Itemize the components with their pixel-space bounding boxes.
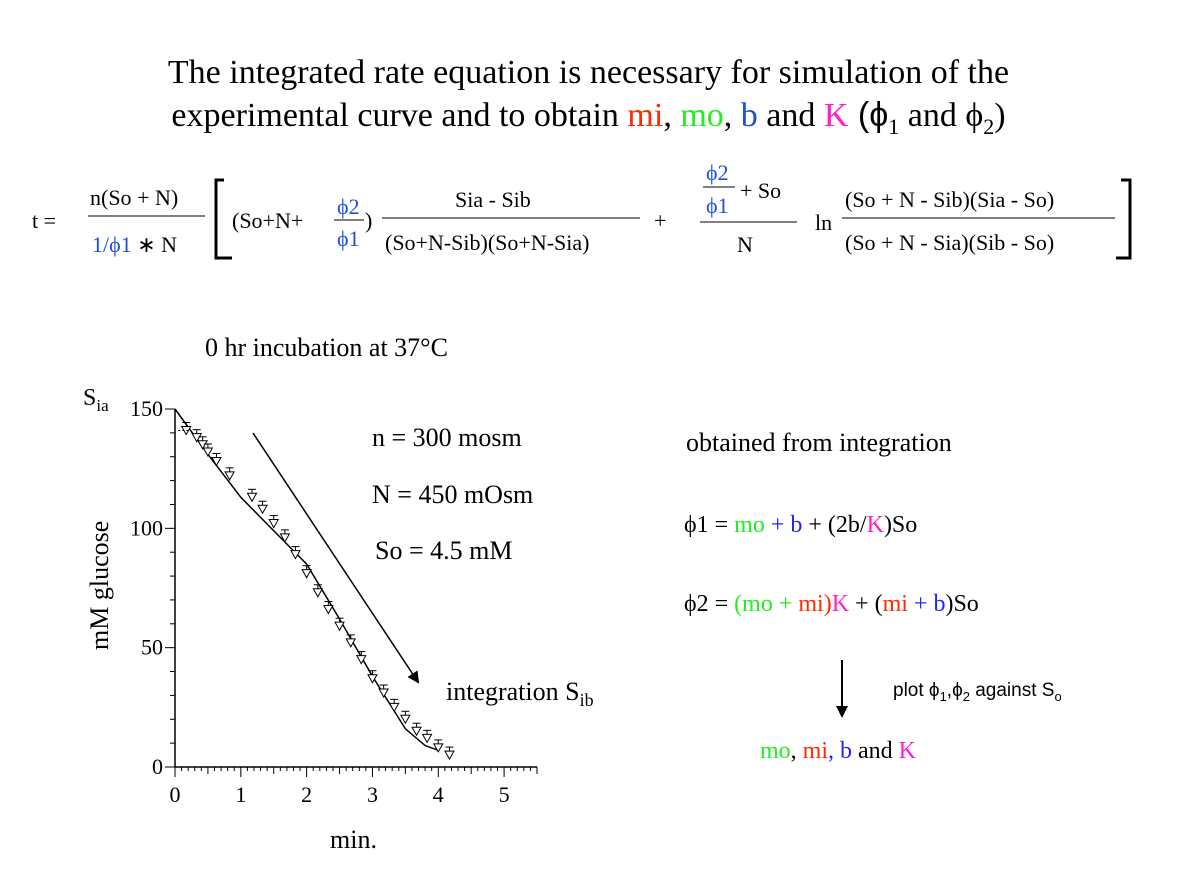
y-tick-label: 0: [152, 754, 163, 779]
data-point: [334, 621, 345, 632]
eq-frac1-den: 1/ϕ1 ∗ N: [92, 232, 177, 257]
data-point: [202, 447, 214, 457]
x-tick-label: 0: [170, 782, 181, 807]
data-point: [224, 471, 235, 481]
y-tick-label: 150: [130, 396, 163, 421]
obtained-label: obtained from integration: [686, 428, 952, 457]
eq-phi1-a: ϕ1: [337, 226, 360, 251]
fit-line: [174, 408, 439, 751]
eq-left-bracket: [214, 178, 232, 260]
x-tick-label: 4: [433, 782, 444, 807]
eq-term1-a: (So+N+: [232, 208, 303, 233]
data-point: [432, 743, 444, 753]
data-point: [355, 655, 367, 665]
incubation-label: 0 hr incubation at 37°C: [205, 333, 448, 362]
data-point: [180, 425, 192, 436]
eq-right-bracket: [1116, 178, 1132, 260]
data-point: [191, 433, 203, 443]
y-corner-label: Sia: [83, 385, 109, 415]
eq-ln: ln: [815, 210, 832, 235]
y-tick-label: 50: [141, 635, 163, 660]
integration-label: integration Sib: [446, 677, 594, 710]
y-tick-label: 100: [130, 515, 163, 540]
eq-frac2-den: (So+N-Sib)(So+N-Sia): [385, 230, 589, 255]
title-line-2: experimental curve and to obtain mi, mo,…: [171, 96, 1006, 139]
y-axis-label: mM glucose: [85, 521, 114, 650]
data-point: [197, 440, 208, 450]
eq-frac3-num-b: + So: [740, 178, 781, 203]
data-point: [290, 550, 301, 560]
data-point: [312, 588, 324, 598]
param-N: N = 450 mOsm: [372, 480, 533, 509]
eq-frac2-num: Sia - Sib: [455, 187, 531, 212]
data-point: [345, 638, 357, 648]
plot-instruction: plot ϕ1,ϕ2 against So: [893, 680, 1062, 704]
data-point: [400, 714, 411, 725]
eq-phi2-a: ϕ2: [337, 194, 360, 219]
eq-plus: +: [654, 208, 666, 233]
data-point: [246, 492, 258, 503]
data-point: [444, 750, 455, 761]
param-So: So = 4.5 mM: [375, 536, 512, 565]
x-tick-label: 3: [367, 782, 378, 807]
integration-arrow: [252, 432, 420, 684]
data-point: [323, 604, 334, 615]
data-point: [411, 726, 422, 737]
results-line: mo, mi, b and K: [760, 738, 917, 764]
data-point: [421, 733, 433, 744]
data-point: [367, 674, 378, 684]
x-tick-label: 5: [499, 782, 510, 807]
eq-frac4-den: (So + N - Sia)(Sib - So): [845, 230, 1054, 255]
phi2-equation: ϕ2 = (mo + mi)K + (mi + b)So: [684, 591, 979, 617]
x-tick-label: 1: [235, 782, 246, 807]
x-axis-label: min.: [330, 825, 377, 854]
eq-phi2-b: ϕ2: [706, 160, 729, 185]
eq-frac3-den: N: [737, 232, 753, 257]
x-tick-label: 2: [301, 782, 312, 807]
data-point: [257, 504, 268, 515]
param-n: n = 300 mosm: [372, 423, 522, 452]
data-point: [279, 533, 291, 543]
data-point: [211, 457, 222, 467]
title-line-1: The integrated rate equation is necessar…: [167, 54, 1010, 91]
eq-term1-b: ): [365, 208, 372, 233]
data-point: [268, 519, 280, 529]
data-point: [388, 702, 400, 713]
data-point: [378, 688, 389, 699]
slide-title: The integrated rate equation is necessar…: [0, 52, 1177, 148]
rate-equation: t = n(So + N) 1/ϕ1 ∗ N (So+N+ ϕ2 ϕ1 ) Si…: [32, 160, 1132, 260]
eq-frac4-num: (So + N - Sib)(Sia - So): [845, 187, 1054, 212]
eq-t: t =: [32, 208, 56, 233]
phi1-equation: ϕ1 = mo + b + (2b/K)So: [684, 512, 918, 538]
data-point: [301, 569, 312, 579]
eq-phi1-b: ϕ1: [706, 193, 729, 218]
eq-frac1-num: n(So + N): [90, 185, 178, 210]
down-arrow: [836, 660, 848, 718]
